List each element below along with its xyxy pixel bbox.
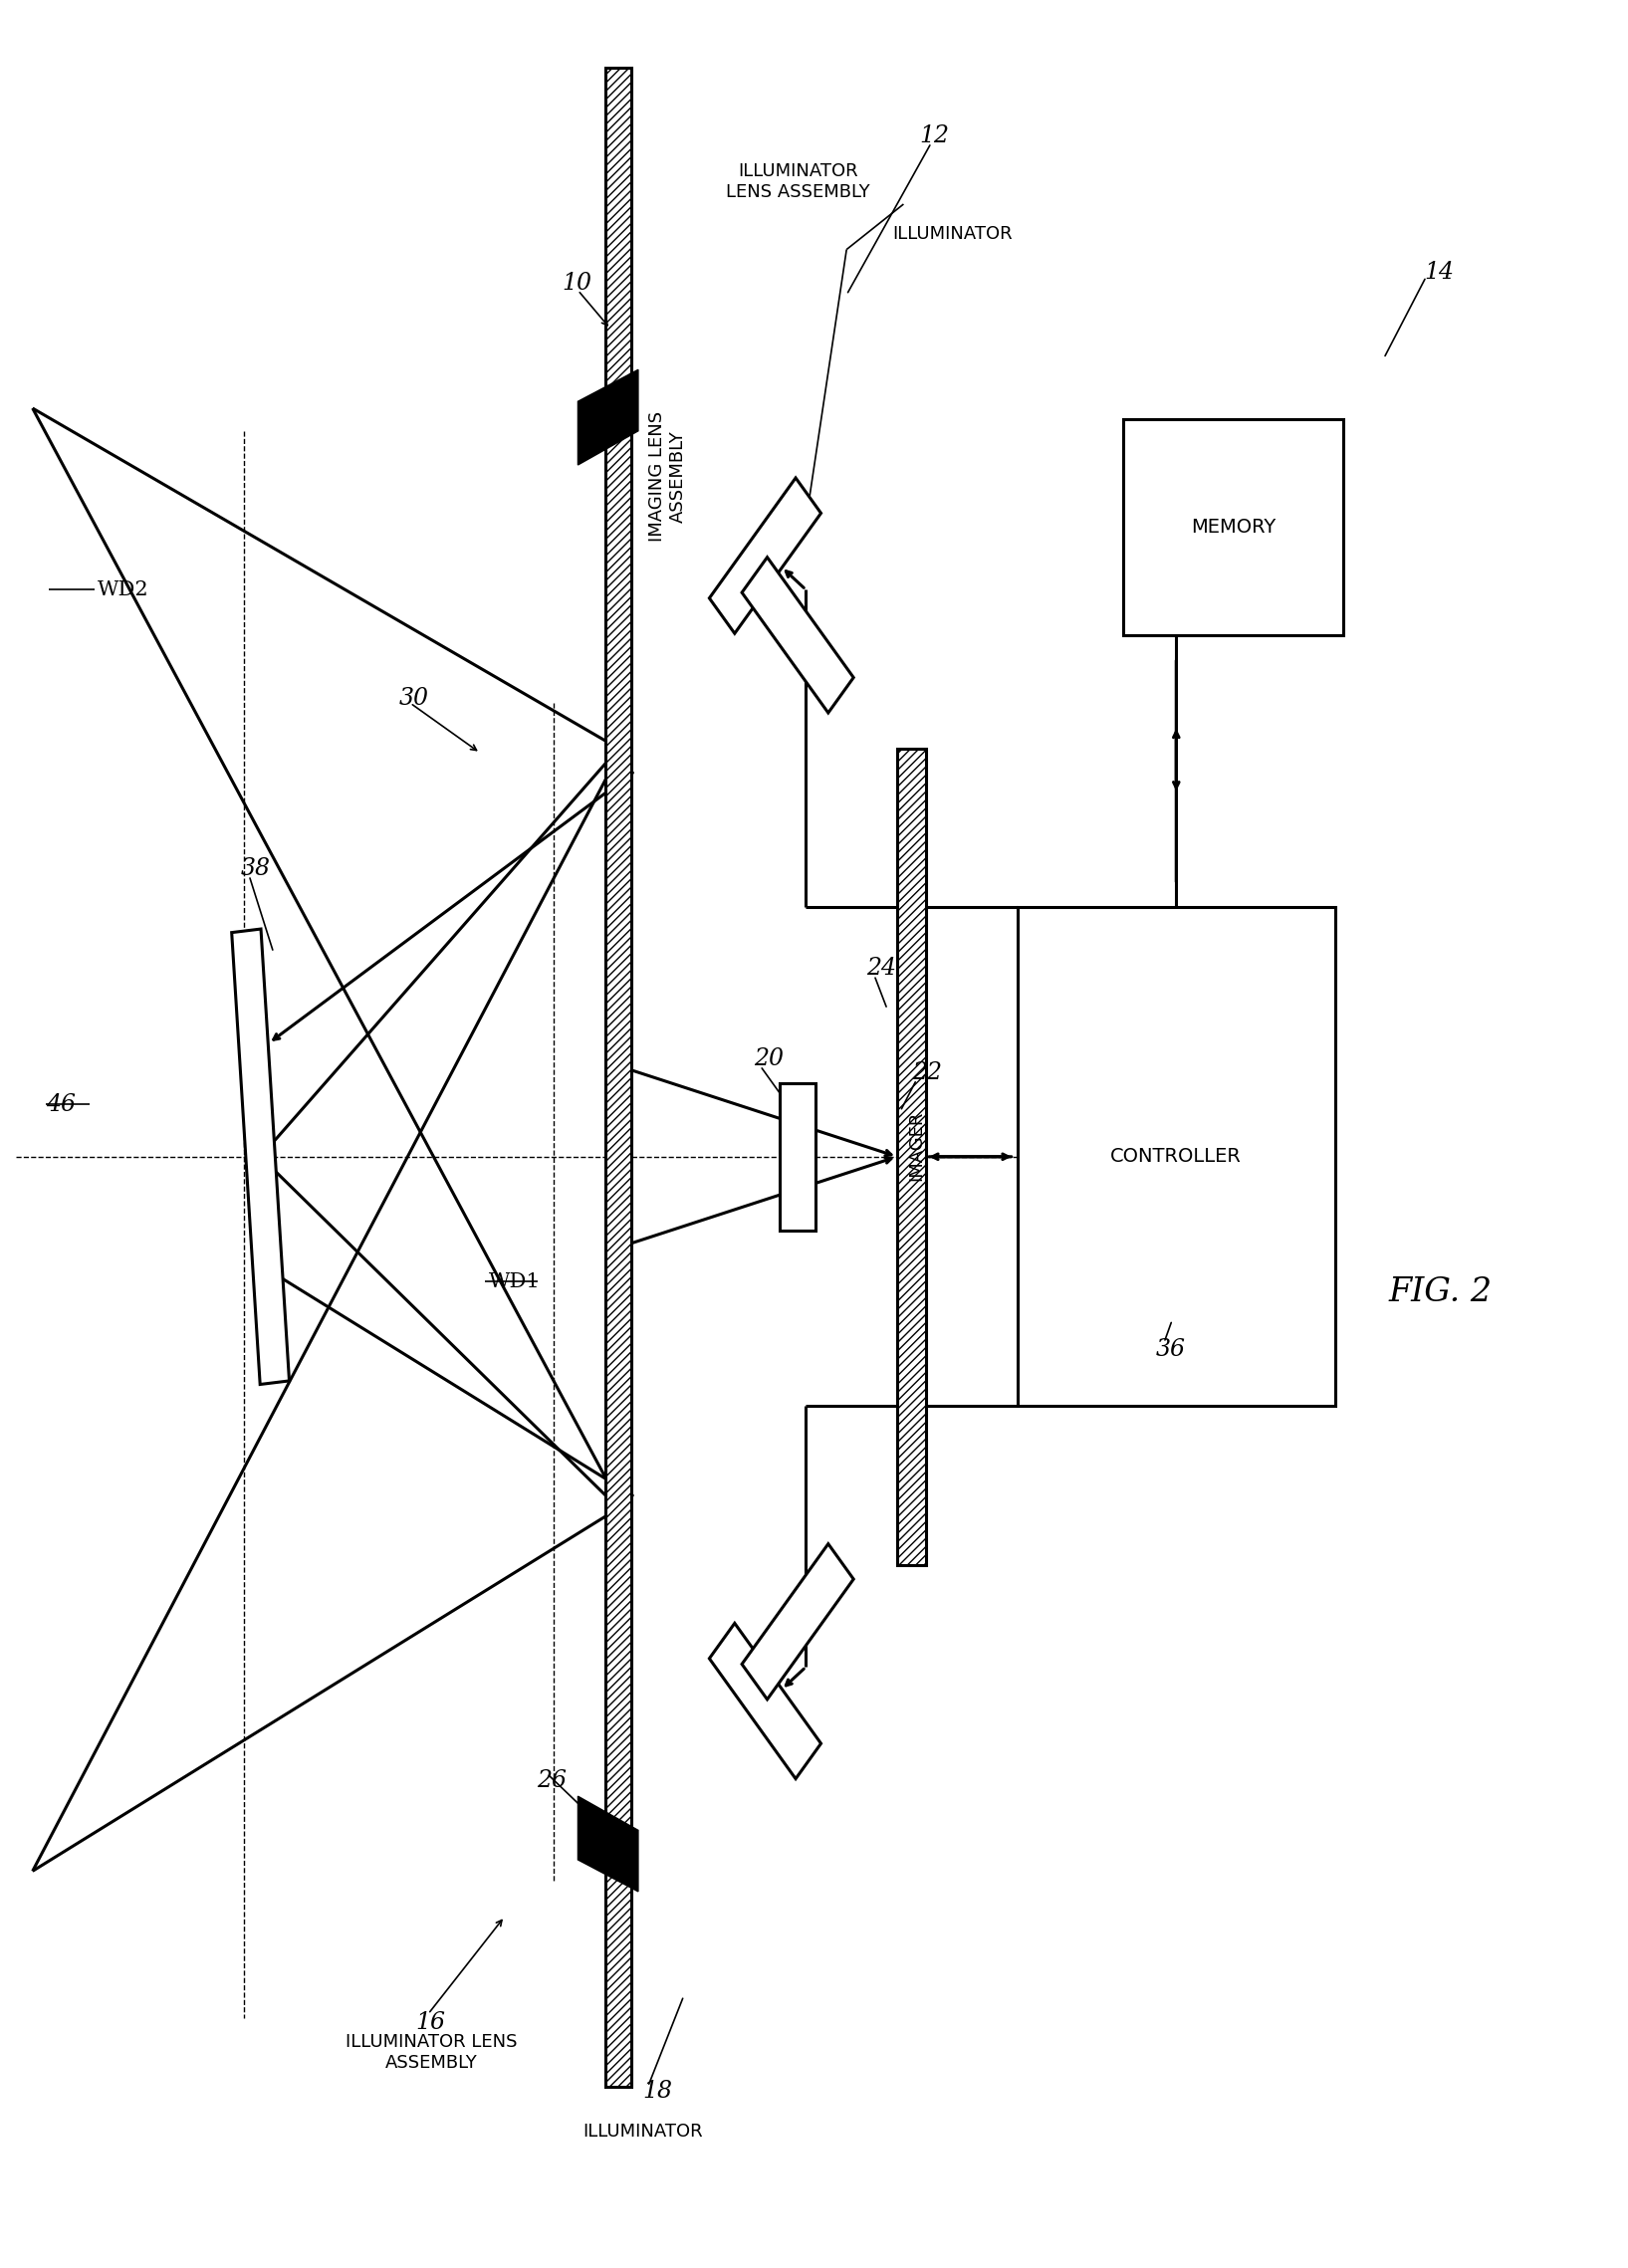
Polygon shape xyxy=(742,558,853,712)
Polygon shape xyxy=(742,1545,853,1699)
Bar xyxy=(780,1084,816,1229)
Polygon shape xyxy=(578,370,638,465)
Text: 36: 36 xyxy=(1156,1338,1185,1361)
Text: 14: 14 xyxy=(1424,261,1454,284)
Text: WD2: WD2 xyxy=(98,581,150,599)
Text: ILLUMINATOR LENS
ASSEMBLY: ILLUMINATOR LENS ASSEMBLY xyxy=(345,2032,518,2073)
Text: WD1: WD1 xyxy=(488,1272,540,1290)
Text: 22: 22 xyxy=(912,1061,941,1084)
Text: 18: 18 xyxy=(643,2080,672,2102)
Text: ILLUMINATOR
LENS ASSEMBLY: ILLUMINATOR LENS ASSEMBLY xyxy=(726,161,869,202)
Polygon shape xyxy=(578,1796,638,1892)
Text: FIG. 2: FIG. 2 xyxy=(1389,1277,1493,1309)
Polygon shape xyxy=(231,930,290,1383)
Text: 10: 10 xyxy=(562,272,591,295)
Text: ILLUMINATOR: ILLUMINATOR xyxy=(583,2123,703,2141)
Text: ILLUMINATOR: ILLUMINATOR xyxy=(892,225,1013,243)
Text: MEMORY: MEMORY xyxy=(1190,517,1276,538)
Text: 20: 20 xyxy=(754,1048,783,1070)
Text: CONTROLLER: CONTROLLER xyxy=(1110,1148,1242,1166)
Text: IMAGER: IMAGER xyxy=(907,1111,926,1179)
Polygon shape xyxy=(710,1624,821,1778)
Text: 38: 38 xyxy=(241,857,270,880)
Bar xyxy=(897,748,926,1565)
Bar xyxy=(1018,907,1335,1406)
Text: 12: 12 xyxy=(920,125,949,147)
Text: 24: 24 xyxy=(866,957,895,980)
Text: 46: 46 xyxy=(46,1093,75,1116)
Text: 16: 16 xyxy=(415,2012,444,2034)
Bar xyxy=(1123,420,1343,635)
Polygon shape xyxy=(710,479,821,633)
Text: IMAGING LENS
ASSEMBLY: IMAGING LENS ASSEMBLY xyxy=(648,411,687,542)
Text: 26: 26 xyxy=(537,1769,567,1792)
Bar xyxy=(606,68,632,2087)
Text: 30: 30 xyxy=(399,687,428,710)
